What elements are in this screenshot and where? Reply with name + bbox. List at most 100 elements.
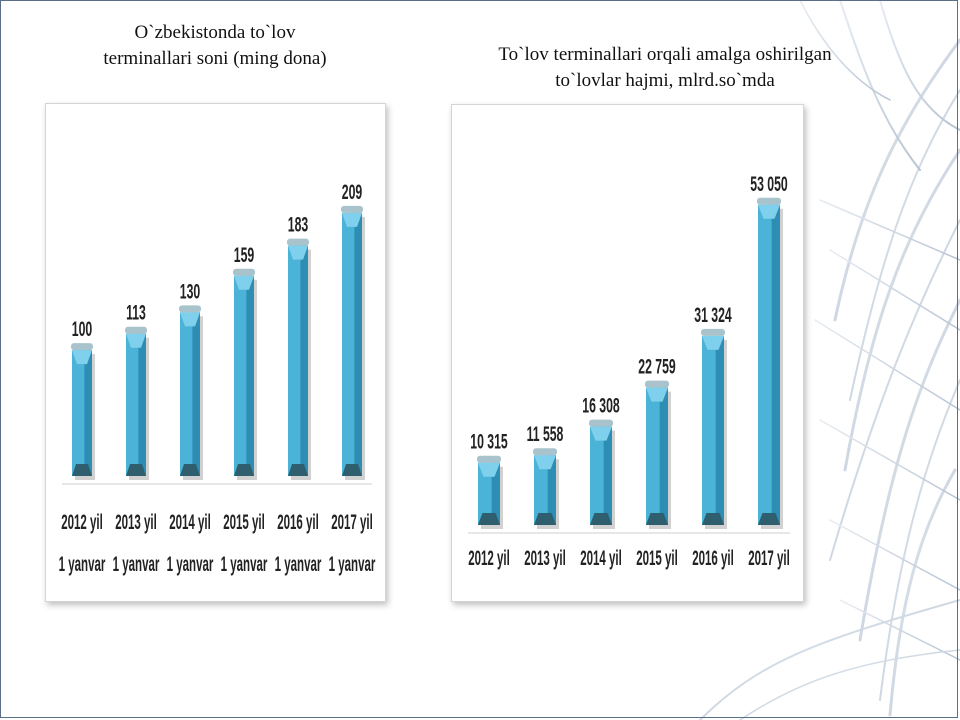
bar-top-bevel	[234, 275, 254, 290]
value-label: 113	[126, 300, 146, 325]
category-label: 1 yanvar	[329, 552, 376, 576]
category-label: 2014 yil	[169, 510, 211, 534]
bar-cap	[757, 197, 781, 205]
bar-base-bevel	[72, 464, 92, 476]
bar-base-bevel	[758, 513, 780, 525]
value-label: 10 315	[470, 429, 508, 454]
bar-base-bevel	[534, 513, 556, 525]
category-label: 2013 yil	[524, 546, 566, 570]
bar-top-bevel	[288, 245, 308, 260]
bar-base-bevel	[478, 513, 500, 525]
bar-2016-yil	[701, 328, 727, 529]
value-label: 53 050	[750, 171, 787, 196]
chart-2-panel: 10 315 2012 yil 11 558 2013 yil 16 308 2014 y…	[451, 104, 804, 602]
value-label: 209	[342, 179, 362, 204]
bar-top-bevel	[646, 387, 668, 402]
chart-1-panel: 100 2012 yil 1 yanvar 113 2013 yil 1 yanvar 13…	[45, 103, 386, 602]
bar-base-bevel	[590, 513, 612, 525]
chart-2-title: To`lov terminallari orqali amalga oshiri…	[425, 42, 905, 94]
bar-top-bevel	[478, 462, 500, 477]
value-label: 16 308	[582, 393, 620, 418]
value-label: 130	[180, 279, 200, 304]
bar-2012-yil-1-yanvar	[71, 343, 95, 480]
bar-cap	[179, 305, 201, 313]
bar-top-bevel	[534, 455, 556, 470]
bar-2013-yil-1-yanvar	[125, 326, 149, 480]
bar-base-bevel	[342, 464, 362, 476]
bar-side	[192, 312, 200, 476]
bar-top-bevel	[180, 312, 200, 327]
category-label: 2017 yil	[748, 546, 790, 570]
bar-cap	[477, 455, 501, 463]
value-label: 159	[234, 242, 254, 267]
category-label: 2017 yil	[331, 510, 373, 534]
bar-side	[659, 387, 668, 525]
bar-2014-yil-1-yanvar	[179, 305, 203, 480]
bar-side	[138, 333, 146, 476]
bar-side	[300, 245, 308, 476]
value-label: 22 759	[638, 354, 675, 379]
bar-cap	[645, 380, 669, 388]
bar-cap	[287, 238, 309, 246]
bar-base-bevel	[180, 464, 200, 476]
bar-base-bevel	[234, 464, 254, 476]
bar-top-bevel	[590, 426, 612, 441]
category-label: 2014 yil	[580, 546, 622, 570]
bar-side	[84, 350, 92, 476]
bar-base-bevel	[288, 464, 308, 476]
bar-2016-yil-1-yanvar	[287, 238, 311, 480]
category-label: 1 yanvar	[167, 552, 214, 576]
category-label: 2016 yil	[277, 510, 319, 534]
category-label: 2016 yil	[692, 546, 734, 570]
bar-2012-yil	[477, 455, 503, 529]
bar-2017-yil-1-yanvar	[341, 205, 365, 480]
bar-side	[715, 335, 724, 525]
bar-side	[771, 204, 780, 525]
category-label: 1 yanvar	[275, 552, 322, 576]
bar-top-bevel	[758, 204, 780, 219]
bar-cap	[233, 268, 255, 276]
chart-1-plot: 100 2012 yil 1 yanvar 113 2013 yil 1 yanvar 13…	[59, 179, 376, 576]
bar-cap	[533, 448, 557, 456]
category-label: 2012 yil	[61, 510, 103, 534]
bar-2014-yil	[589, 419, 615, 529]
bar-cap	[589, 419, 613, 427]
value-label: 31 324	[694, 302, 732, 327]
bar-2015-yil-1-yanvar	[233, 268, 257, 480]
chart-1-title: O`zbekistonda to`lov terminallari soni (…	[40, 20, 390, 72]
bar-side	[603, 426, 612, 525]
value-label: 183	[288, 212, 309, 237]
bar-cap	[71, 343, 93, 351]
category-label: 2012 yil	[468, 546, 510, 570]
bar-side	[547, 455, 556, 525]
chart-2-plot: 10 315 2012 yil 11 558 2013 yil 16 308 2014 y…	[468, 171, 790, 570]
category-label: 1 yanvar	[113, 552, 160, 576]
bar-base-bevel	[126, 464, 146, 476]
bar-side	[491, 462, 500, 525]
bar-cap	[125, 326, 147, 334]
bar-base-bevel	[702, 513, 724, 525]
category-label: 2015 yil	[636, 546, 678, 570]
value-label: 11 558	[527, 422, 564, 447]
bar-2013-yil	[533, 448, 559, 529]
category-label: 2015 yil	[223, 510, 265, 534]
bar-top-bevel	[126, 333, 146, 348]
chart-1-title-line-2: terminallari soni (ming dona)	[103, 48, 327, 69]
value-label: 100	[72, 316, 92, 341]
bar-top-bevel	[72, 350, 92, 365]
chart-2-title-line-2: to`lovlar hajmi, mlrd.so`mda	[555, 70, 775, 91]
bar-2017-yil	[757, 197, 783, 529]
chart-2-title-line-1: To`lov terminallari orqali amalga oshiri…	[498, 44, 832, 65]
bar-top-bevel	[342, 212, 362, 227]
bar-2015-yil	[645, 380, 671, 529]
bar-side	[246, 275, 254, 476]
bar-base-bevel	[646, 513, 668, 525]
bar-cap	[701, 328, 725, 336]
bar-top-bevel	[702, 335, 724, 350]
category-label: 1 yanvar	[221, 552, 268, 576]
bar-cap	[341, 205, 363, 213]
category-label: 1 yanvar	[59, 552, 106, 576]
bar-side	[354, 212, 362, 476]
